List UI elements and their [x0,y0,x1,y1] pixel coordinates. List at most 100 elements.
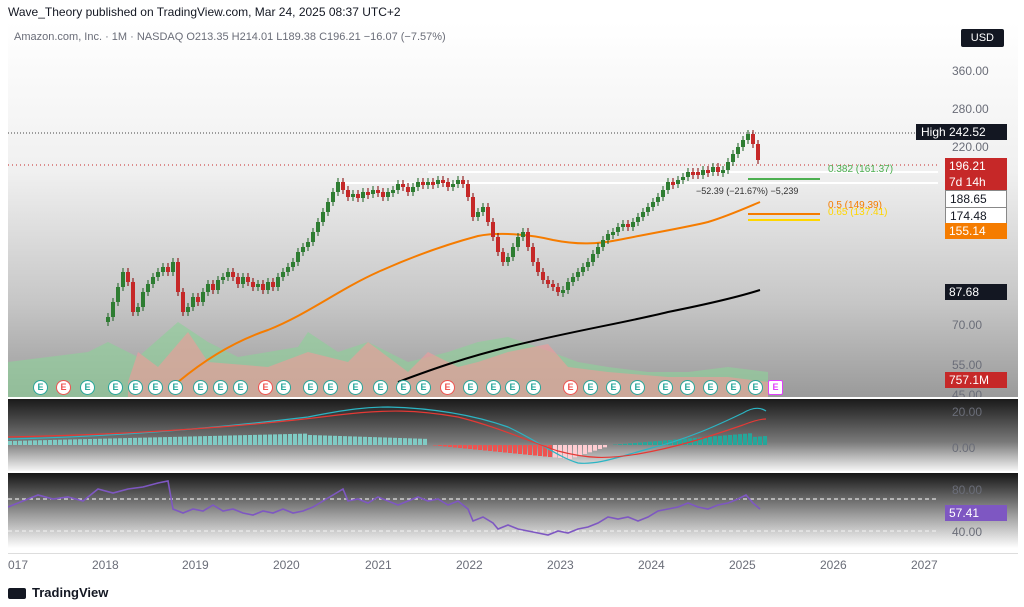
earnings-badge[interactable]: E [703,380,718,395]
rsi-pane[interactable]: 80.00 57.41 40.00 [8,473,1018,548]
macd-bar [598,445,602,449]
earnings-badge[interactable]: E [33,380,48,395]
candle [651,202,655,207]
candle [751,134,755,144]
earnings-badge[interactable]: E [193,380,208,395]
macd-bar [183,436,187,445]
earnings-badge[interactable]: E [526,380,541,395]
candle [551,284,555,287]
candle [311,232,315,242]
earnings-badge[interactable]: E [108,380,123,395]
earnings-badge[interactable]: E [726,380,741,395]
candle [141,292,145,307]
candle [181,292,185,312]
macd-bar [268,434,272,445]
macd-bar [543,445,547,457]
candle [671,182,675,185]
macd-bar [528,445,532,455]
candle [356,194,360,198]
earnings-badge[interactable]: E [373,380,388,395]
macd-bar [573,445,577,458]
candle [366,192,370,195]
candle [381,192,385,197]
macd-bar [353,436,357,445]
macd-bar [123,438,127,445]
earnings-badge[interactable]: E [505,380,520,395]
candle [686,172,690,177]
macd-pane[interactable]: 20.00 0.00 [8,399,1018,471]
earnings-badge[interactable]: E [463,380,478,395]
main-price-pane[interactable]: 0.382 (161.37) 0.5 (149.39) 0.65 (137.41… [8,22,1018,397]
macd-bar [383,437,387,445]
candle [186,307,190,312]
earnings-badge[interactable]: E [583,380,598,395]
candle [556,287,560,292]
candle [161,267,165,272]
candle [456,180,460,184]
macd-bar [83,439,87,445]
macd-bar [328,435,332,445]
candle [111,302,115,317]
candle [731,154,735,162]
earnings-badge[interactable]: E [768,380,783,395]
candle [276,277,280,287]
time-axis[interactable]: 017 2018 2019 2020 2021 2022 2023 2024 2… [8,553,1018,574]
earnings-badge[interactable]: E [486,380,501,395]
candle [201,292,205,302]
macd-bar [758,436,762,445]
earnings-badge[interactable]: E [148,380,163,395]
candle [221,277,225,280]
candle [261,284,265,290]
earnings-badge[interactable]: E [168,380,183,395]
level-1-tag: 188.65 [945,190,1007,208]
earnings-badge[interactable]: E [303,380,318,395]
candle [156,272,160,277]
candle [626,224,630,227]
earnings-badge[interactable]: E [630,380,645,395]
candle [106,317,110,322]
earnings-badge[interactable]: E [56,380,71,395]
earnings-badge[interactable]: E [213,380,228,395]
macd-bar [378,437,382,445]
macd-bar [718,435,722,445]
macd-bar [663,440,667,445]
macd-bar [478,445,482,450]
year-label-2027: 2027 [911,558,938,572]
candle [486,207,490,222]
candle [376,190,380,193]
rsi-label-80: 80.00 [952,483,983,497]
earnings-badge[interactable]: E [323,380,338,395]
rsi-svg [8,480,938,536]
earnings-badge[interactable]: E [233,380,248,395]
macd-label-20: 20.00 [952,405,983,419]
macd-bar [448,445,452,447]
macd-bar [418,438,422,445]
candle [581,267,585,272]
earnings-badge[interactable]: E [680,380,695,395]
macd-bar [703,437,707,445]
candle [681,177,685,180]
earnings-badge[interactable]: E [658,380,673,395]
earnings-badge[interactable]: E [276,380,291,395]
earnings-badge[interactable]: E [396,380,411,395]
candle [411,187,415,192]
earnings-badge[interactable]: E [440,380,455,395]
earnings-badge[interactable]: E [563,380,578,395]
earnings-badge[interactable]: E [80,380,95,395]
macd-bar [393,437,397,445]
macd-bar [13,440,17,445]
macd-bar [738,434,742,445]
macd-bar [618,444,622,445]
macd-bar [28,440,32,445]
earnings-badge[interactable]: E [258,380,273,395]
earnings-badge[interactable]: E [416,380,431,395]
currency-button[interactable]: USD [960,29,1004,47]
macd-bar [103,438,107,445]
macd-bar [403,438,407,445]
earnings-badge[interactable]: E [348,380,363,395]
earnings-badge[interactable]: E [748,380,763,395]
footer-brand[interactable]: TradingView [8,585,108,600]
earnings-badge[interactable]: E [128,380,143,395]
earnings-badge[interactable]: E [606,380,621,395]
candle [531,247,535,262]
